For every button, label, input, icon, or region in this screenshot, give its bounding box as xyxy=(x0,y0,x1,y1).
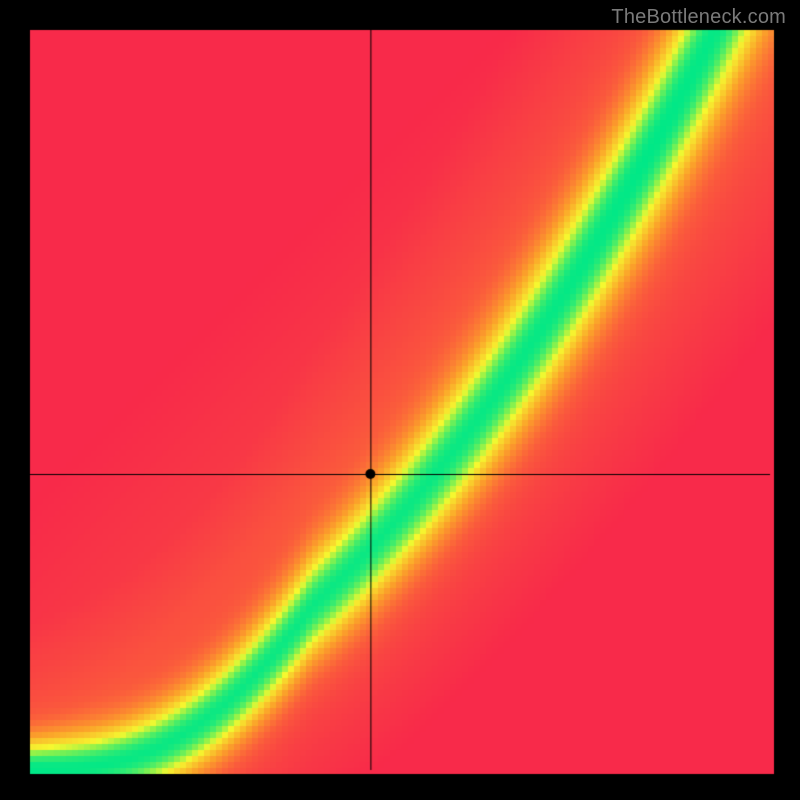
chart-container: TheBottleneck.com xyxy=(0,0,800,800)
watermark-text: TheBottleneck.com xyxy=(611,6,786,29)
bottleneck-heatmap xyxy=(0,0,800,800)
